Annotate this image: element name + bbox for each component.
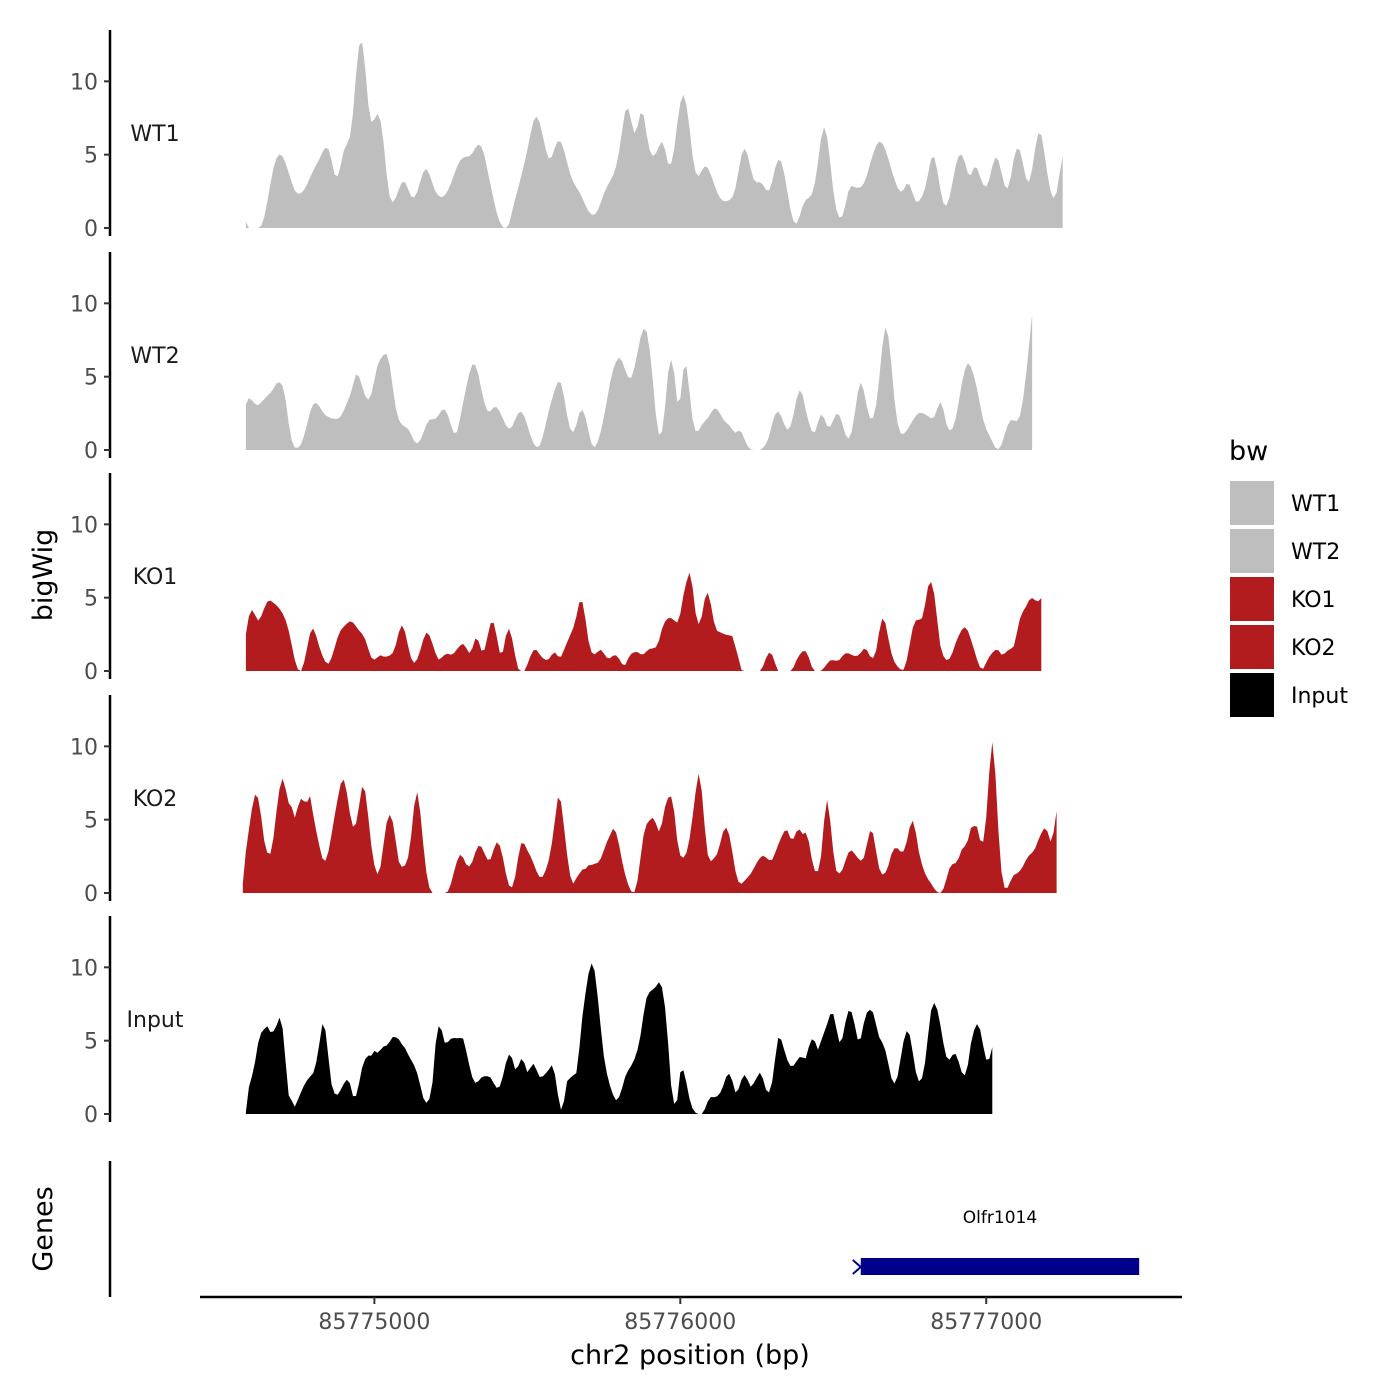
legend-item-wt2: WT2 xyxy=(1228,527,1340,575)
legend-item-ko2: KO2 xyxy=(1228,623,1336,671)
gene-label: Olfr1014 xyxy=(963,1208,1037,1228)
y-tick-label: 5 xyxy=(84,809,98,834)
legend-label: Input xyxy=(1291,684,1348,709)
y-axis-title: bigWig xyxy=(28,529,59,622)
y-tick-label: 0 xyxy=(84,217,98,242)
gene-body xyxy=(860,1258,1140,1275)
y-tick-label: 5 xyxy=(84,366,98,391)
coverage-area-wt1 xyxy=(245,42,1063,229)
track-input: 0 5 10 Input xyxy=(70,916,993,1128)
legend-label: KO2 xyxy=(1291,636,1336,661)
track-wt1: 0 5 10 WT1 xyxy=(70,30,1063,242)
coverage-area-ko1 xyxy=(245,572,1042,671)
legend-label: KO1 xyxy=(1291,588,1336,613)
y-tick-label: 5 xyxy=(84,1030,98,1055)
coverage-area-ko2 xyxy=(242,742,1057,893)
y-tick-label: 10 xyxy=(70,70,98,95)
coverage-area-wt2 xyxy=(245,314,1033,450)
y-tick-label: 0 xyxy=(84,439,98,464)
legend-title: bw xyxy=(1229,436,1268,467)
y-tick-label: 0 xyxy=(84,1103,98,1128)
genes-axis-title: Genes xyxy=(28,1186,59,1271)
y-tick-label: 0 xyxy=(84,882,98,907)
legend-label: WT1 xyxy=(1291,492,1340,517)
track-label: WT2 xyxy=(130,344,179,369)
legend-item-wt1: WT1 xyxy=(1228,479,1340,527)
track-wt2: 0 5 10 WT2 xyxy=(70,252,1033,464)
y-tick-label: 10 xyxy=(70,292,98,317)
coverage-tracks: 0 5 10 WT1 0 5 10 WT2 0 5 10 KO1 0 5 10 KO2 0 5 10 Input xyxy=(70,30,1063,1128)
legend-swatch xyxy=(1228,623,1276,671)
x-axis: 85775000 85776000 85777000 xyxy=(200,1295,1182,1335)
gene-strand-arrow xyxy=(852,1266,862,1275)
track-ko2: 0 5 10 KO2 xyxy=(70,695,1057,907)
coverage-area-input xyxy=(245,963,993,1114)
x-tick-label: 85776000 xyxy=(624,1310,736,1335)
gene-track: Olfr1014 xyxy=(108,1161,1140,1297)
legend-item-ko1: KO1 xyxy=(1228,575,1336,623)
y-tick-label: 10 xyxy=(70,735,98,760)
y-tick-label: 5 xyxy=(84,587,98,612)
legend-item-input: Input xyxy=(1228,671,1348,719)
track-label: KO1 xyxy=(133,565,178,590)
track-ko1: 0 5 10 KO1 xyxy=(70,473,1042,685)
track-label: Input xyxy=(127,1008,184,1033)
y-tick-label: 5 xyxy=(84,144,98,169)
y-tick-label: 10 xyxy=(70,513,98,538)
legend-label: WT2 xyxy=(1291,540,1340,565)
legend-swatch xyxy=(1228,527,1276,575)
legend-swatch xyxy=(1228,575,1276,623)
track-label: KO2 xyxy=(133,787,178,812)
gene-strand-arrow xyxy=(852,1259,862,1268)
legend: bw WT1 WT2 KO1 KO2 Input xyxy=(1228,436,1348,719)
legend-swatch xyxy=(1228,671,1276,719)
x-tick-label: 85775000 xyxy=(318,1310,430,1335)
y-tick-label: 0 xyxy=(84,660,98,685)
x-tick-label: 85777000 xyxy=(930,1310,1042,1335)
y-tick-label: 10 xyxy=(70,956,98,981)
x-axis-title: chr2 position (bp) xyxy=(570,1340,810,1371)
track-label: WT1 xyxy=(130,122,179,147)
legend-swatch xyxy=(1228,479,1276,527)
